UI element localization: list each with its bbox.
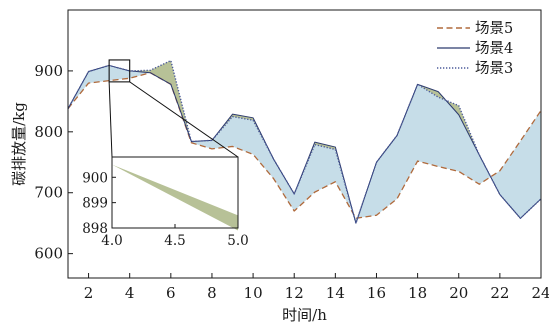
inset-y-tick-label-2: 900 bbox=[82, 170, 108, 186]
y-tick-label-600: 600 bbox=[34, 245, 63, 263]
x-tick-label-4: 4 bbox=[125, 284, 135, 302]
y-axis-title: 碳排放量/kg bbox=[10, 102, 28, 186]
plot-frame bbox=[67, 9, 542, 279]
series-line-scenario3 bbox=[67, 59, 542, 224]
band-fill-scenario5-scenario4 bbox=[68, 65, 541, 224]
x-tick-label-10: 10 bbox=[244, 284, 263, 302]
x-tick-label-8: 8 bbox=[207, 284, 217, 302]
x-axis-title: 时间/h bbox=[282, 306, 327, 324]
inset-x-tick-label-2: 5.0 bbox=[227, 233, 248, 249]
x-tick-label-12: 12 bbox=[285, 284, 304, 302]
zoom-connector-right bbox=[129, 81, 239, 158]
y-tick-label-900: 900 bbox=[34, 62, 63, 80]
inset-band-fill bbox=[112, 164, 238, 231]
inset-y-tick-label-0: 898 bbox=[82, 221, 108, 237]
zoom-connector-left bbox=[108, 81, 113, 158]
x-tick-label-24: 24 bbox=[531, 284, 549, 302]
legend-label-1: 场景5 bbox=[475, 20, 513, 37]
x-tick-label-16: 16 bbox=[367, 284, 386, 302]
x-tick-label-18: 18 bbox=[408, 284, 427, 302]
legend-label-2: 场景4 bbox=[475, 40, 513, 57]
band-fill-scenario4-scenario3-1 bbox=[129, 60, 192, 142]
inset-y-tick-label-1: 899 bbox=[82, 196, 108, 212]
x-tick-label-6: 6 bbox=[166, 284, 176, 302]
series-line-scenario4 bbox=[67, 64, 542, 224]
y-tick-label-700: 700 bbox=[34, 184, 63, 202]
x-tick-label-14: 14 bbox=[326, 284, 345, 302]
inset-x-tick-label-0: 4.0 bbox=[101, 233, 122, 249]
legend-label-3: 场景3 bbox=[475, 60, 513, 77]
y-tick-label-800: 800 bbox=[34, 123, 63, 141]
series-line-scenario5 bbox=[67, 72, 542, 219]
zoom-region-box bbox=[108, 59, 131, 83]
x-tick-label-20: 20 bbox=[449, 284, 468, 302]
x-tick-label-2: 2 bbox=[84, 284, 94, 302]
x-tick-label-22: 22 bbox=[490, 284, 509, 302]
inset-x-tick-label-1: 4.5 bbox=[164, 233, 185, 249]
